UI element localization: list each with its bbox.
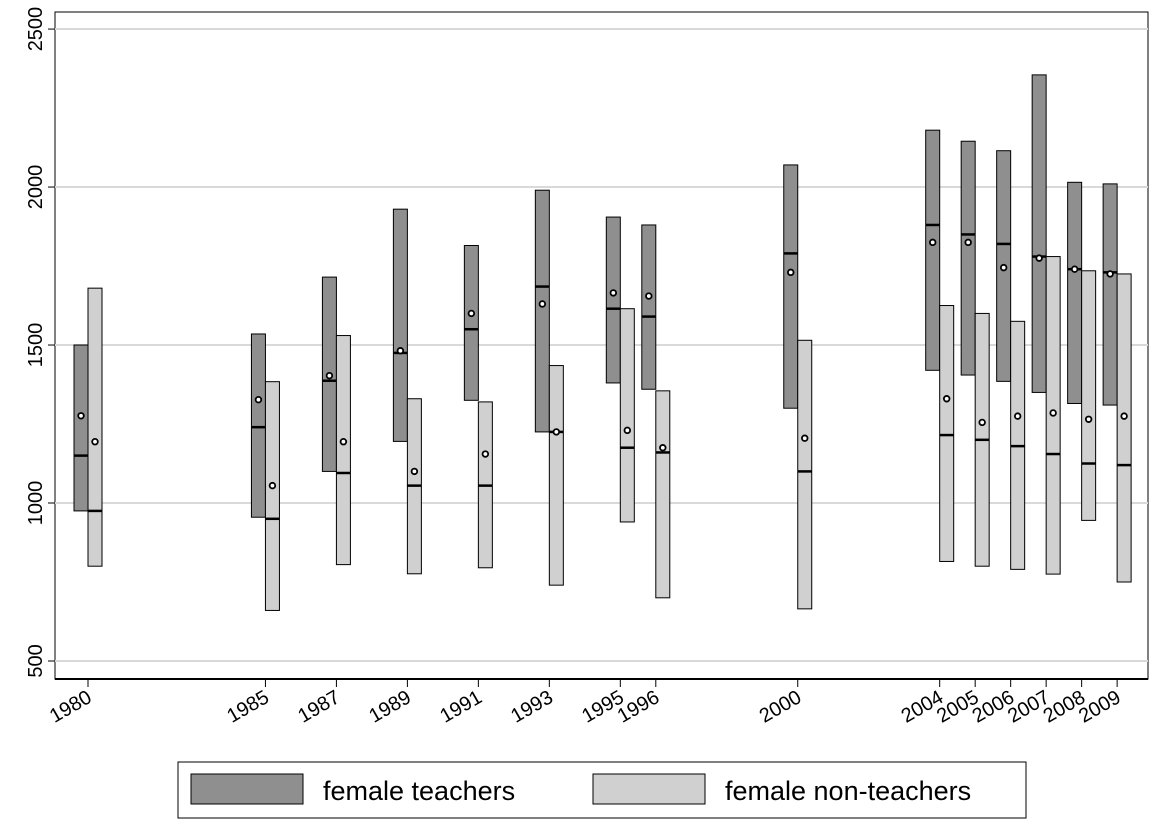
legend-swatch (190, 773, 304, 805)
mean-marker (1106, 270, 1114, 278)
mean-marker (964, 238, 972, 247)
mean-marker (1035, 254, 1043, 262)
mean-marker (552, 428, 561, 436)
mean-marker (659, 444, 667, 452)
legend-label: female teachers (323, 776, 515, 806)
y-tick-label: 1500 (25, 323, 47, 368)
x-tick-label: 1987 (294, 686, 344, 727)
x-tick-label: 2009 (1075, 686, 1125, 727)
box (641, 224, 657, 390)
mean-marker (254, 395, 263, 404)
box (1102, 183, 1118, 406)
mean-marker (538, 300, 547, 308)
mean-marker (325, 371, 334, 380)
mean-marker (410, 467, 419, 476)
mean-marker (1013, 412, 1022, 420)
y-tick-label: 2500 (25, 7, 47, 52)
mean-marker (942, 395, 951, 403)
x-tick-label: 2000 (756, 686, 806, 727)
box (250, 333, 266, 518)
mean-marker (396, 347, 405, 355)
box (534, 189, 550, 433)
mean-marker (481, 450, 490, 458)
mean-marker (77, 412, 85, 420)
legend-swatch (592, 773, 706, 805)
mean-marker (339, 438, 348, 446)
mean-marker (801, 434, 809, 442)
box (1116, 273, 1132, 583)
mean-marker (978, 418, 986, 427)
mean-marker (787, 268, 795, 277)
x-tick-label: 1991 (436, 686, 486, 727)
box (264, 381, 280, 611)
box (605, 216, 621, 384)
box (392, 208, 408, 442)
mean-marker (623, 426, 632, 435)
mean-marker (91, 438, 99, 446)
x-tick-label: 1989 (365, 686, 415, 727)
x-tick-label: 1996 (614, 686, 664, 727)
x-tick-label: 1993 (507, 686, 557, 727)
mean-marker (645, 292, 653, 300)
y-tick-label: 2000 (25, 165, 47, 210)
box (1067, 181, 1083, 404)
x-tick-label: 1980 (46, 686, 96, 727)
mean-marker (999, 263, 1008, 272)
mean-marker (1084, 415, 1093, 423)
mean-marker (1070, 265, 1079, 273)
y-tick-label: 500 (25, 644, 47, 677)
box (939, 305, 955, 562)
box (1081, 270, 1097, 521)
x-tick-label: 1985 (223, 686, 273, 727)
box (335, 335, 351, 566)
box (548, 365, 564, 586)
mean-marker (467, 309, 476, 318)
y-tick-label: 1000 (25, 481, 47, 526)
box (783, 164, 799, 409)
mean-marker (928, 238, 937, 247)
box (797, 339, 813, 610)
mean-marker (1120, 412, 1128, 420)
mean-marker (1049, 409, 1057, 417)
legend-label: female non-teachers (725, 776, 971, 806)
box (619, 308, 635, 523)
box (87, 287, 103, 567)
box (655, 390, 671, 599)
mean-marker (609, 289, 618, 297)
mean-marker (268, 481, 277, 490)
box (73, 344, 89, 512)
box (1031, 74, 1047, 393)
box (925, 129, 941, 371)
box (463, 244, 479, 401)
box (960, 140, 976, 376)
